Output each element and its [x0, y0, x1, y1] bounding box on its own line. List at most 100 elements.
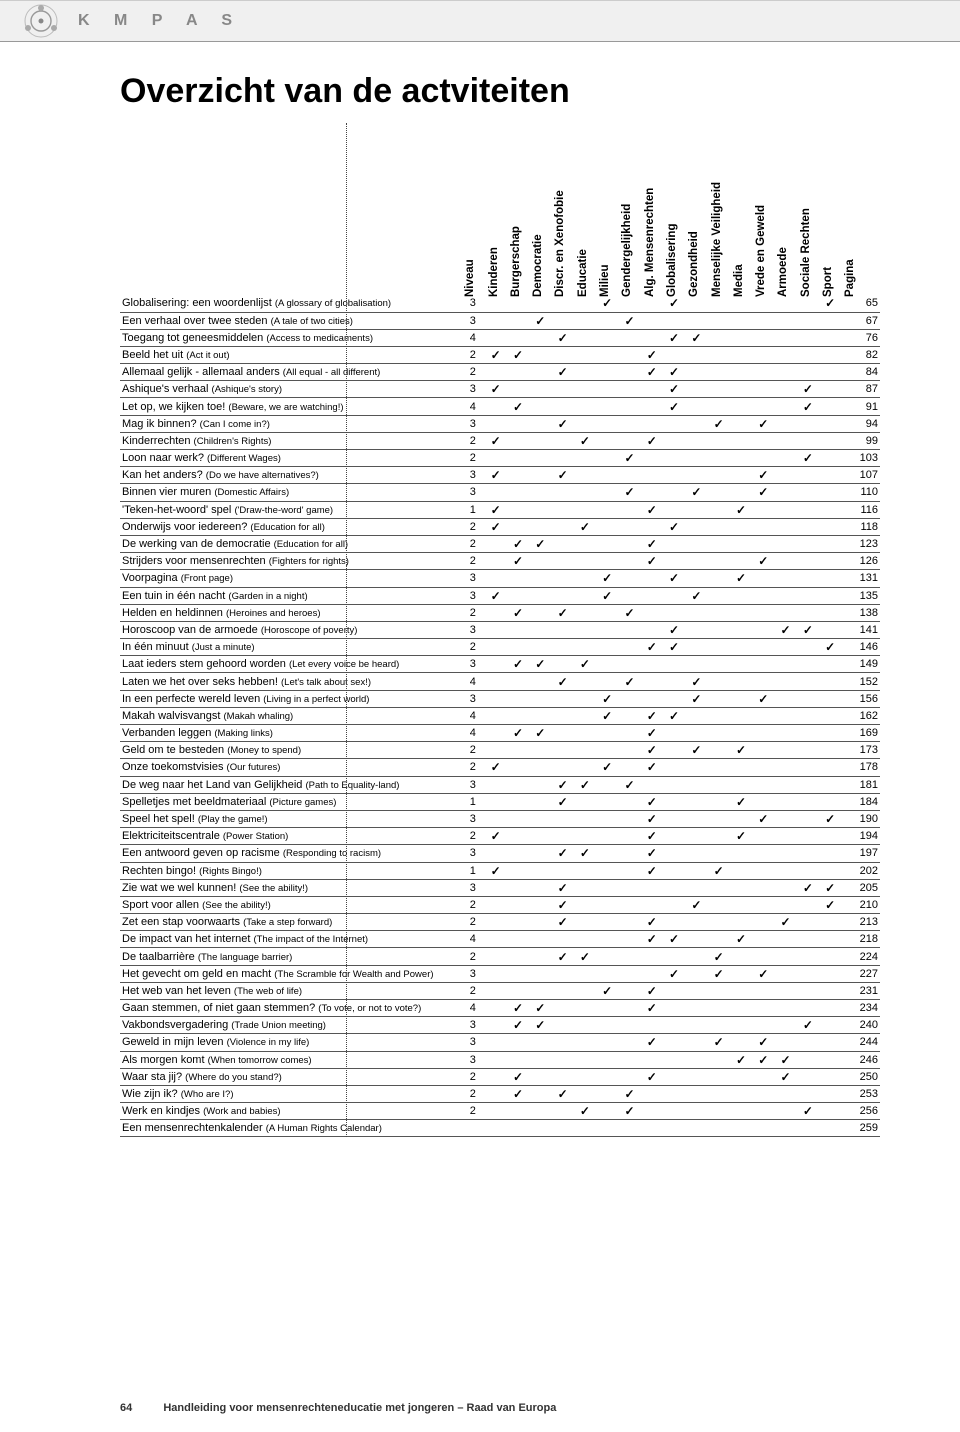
table-row: Geweld in mijn leven (Violence in my lif…: [120, 1034, 880, 1051]
activity-name: Strijders voor mensenrechten (Fighters f…: [120, 553, 461, 570]
check-cell: [485, 329, 507, 346]
page-cell: 135: [841, 587, 880, 604]
check-cell: [618, 1034, 640, 1051]
check-cell: [708, 982, 730, 999]
check-cell: [574, 707, 596, 724]
check-cell: [663, 587, 685, 604]
check-cell: [663, 312, 685, 329]
check-cell: [774, 965, 796, 982]
check-cell: [618, 725, 640, 742]
check-cell: [730, 673, 752, 690]
check-cell: [507, 1051, 529, 1068]
check-cell: [529, 364, 551, 381]
check-cell: [819, 484, 841, 501]
check-cell: [797, 518, 819, 535]
table-row: Ashique's verhaal (Ashique's story)3✓✓✓8…: [120, 381, 880, 398]
check-cell: [618, 965, 640, 982]
check-cell: [819, 673, 841, 690]
check-cell: ✓: [797, 398, 819, 415]
check-cell: [774, 415, 796, 432]
check-cell: ✓: [663, 398, 685, 415]
check-cell: [663, 415, 685, 432]
check-cell: [819, 518, 841, 535]
check-cell: ✓: [641, 759, 663, 776]
check-cell: [685, 1085, 707, 1102]
table-wrap: NiveauKinderenBurgerschapDemocratieDiscr…: [120, 123, 880, 1137]
check-cell: [708, 587, 730, 604]
check-cell: [507, 914, 529, 931]
level-cell: 2: [461, 1103, 485, 1120]
check-cell: [551, 295, 573, 312]
check-cell: [618, 1051, 640, 1068]
check-cell: [551, 690, 573, 707]
check-cell: [507, 1034, 529, 1051]
check-cell: ✓: [485, 587, 507, 604]
check-cell: [663, 673, 685, 690]
check-cell: [685, 793, 707, 810]
table-row: Rechten bingo! (Rights Bingo!)1✓✓✓202: [120, 862, 880, 879]
check-cell: ✓: [641, 364, 663, 381]
check-cell: [507, 295, 529, 312]
check-cell: [663, 793, 685, 810]
check-cell: [551, 639, 573, 656]
table-row: Een verhaal over twee steden (A tale of …: [120, 312, 880, 329]
check-cell: ✓: [574, 432, 596, 449]
level-cell: 2: [461, 450, 485, 467]
check-cell: [797, 329, 819, 346]
check-cell: [774, 364, 796, 381]
check-cell: [708, 931, 730, 948]
table-row: Strijders voor mensenrechten (Fighters f…: [120, 553, 880, 570]
check-cell: [507, 810, 529, 827]
check-cell: [529, 415, 551, 432]
check-cell: ✓: [641, 931, 663, 948]
check-cell: ✓: [685, 673, 707, 690]
check-cell: [752, 604, 774, 621]
table-row: Vakbondsvergadering (Trade Union meeting…: [120, 1017, 880, 1034]
table-row: De impact van het internet (The impact o…: [120, 931, 880, 948]
page-cell: 202: [841, 862, 880, 879]
activity-name: Speel het spel! (Play the game!): [120, 810, 461, 827]
check-cell: [485, 742, 507, 759]
check-cell: [708, 725, 730, 742]
check-cell: [596, 673, 618, 690]
level-cell: 2: [461, 553, 485, 570]
check-cell: ✓: [507, 604, 529, 621]
check-cell: ✓: [663, 329, 685, 346]
check-cell: [685, 810, 707, 827]
check-cell: [574, 1068, 596, 1085]
check-cell: [663, 862, 685, 879]
table-row: In een perfecte wereld leven (Living in …: [120, 690, 880, 707]
check-cell: [618, 896, 640, 913]
check-cell: ✓: [819, 639, 841, 656]
level-cell: 3: [461, 467, 485, 484]
activity-name: De impact van het internet (The impact o…: [120, 931, 461, 948]
check-cell: [574, 828, 596, 845]
check-cell: [685, 828, 707, 845]
table-row: Het web van het leven (The web of life)2…: [120, 982, 880, 999]
check-cell: [685, 914, 707, 931]
check-cell: [685, 312, 707, 329]
check-cell: ✓: [797, 1103, 819, 1120]
check-cell: ✓: [618, 604, 640, 621]
check-cell: [730, 707, 752, 724]
check-cell: [797, 295, 819, 312]
check-cell: [797, 673, 819, 690]
check-cell: [708, 484, 730, 501]
activity-name: Beeld het uit (Act it out): [120, 346, 461, 363]
column-header: Sociale Rechten: [797, 123, 819, 295]
check-cell: [663, 828, 685, 845]
check-cell: [685, 707, 707, 724]
check-cell: [730, 725, 752, 742]
check-cell: [618, 467, 640, 484]
check-cell: [596, 1103, 618, 1120]
table-row: Zie wat we wel kunnen! (See the ability!…: [120, 879, 880, 896]
table-row: Wie zijn ik? (Who are I?)2✓✓✓253: [120, 1085, 880, 1102]
level-cell: 3: [461, 312, 485, 329]
check-cell: [551, 828, 573, 845]
check-cell: ✓: [641, 1034, 663, 1051]
check-cell: ✓: [641, 828, 663, 845]
activity-name: Kan het anders? (Do we have alternatives…: [120, 467, 461, 484]
check-cell: [618, 759, 640, 776]
activity-name: De werking van de democratie (Education …: [120, 535, 461, 552]
activity-name: Een verhaal over twee steden (A tale of …: [120, 312, 461, 329]
